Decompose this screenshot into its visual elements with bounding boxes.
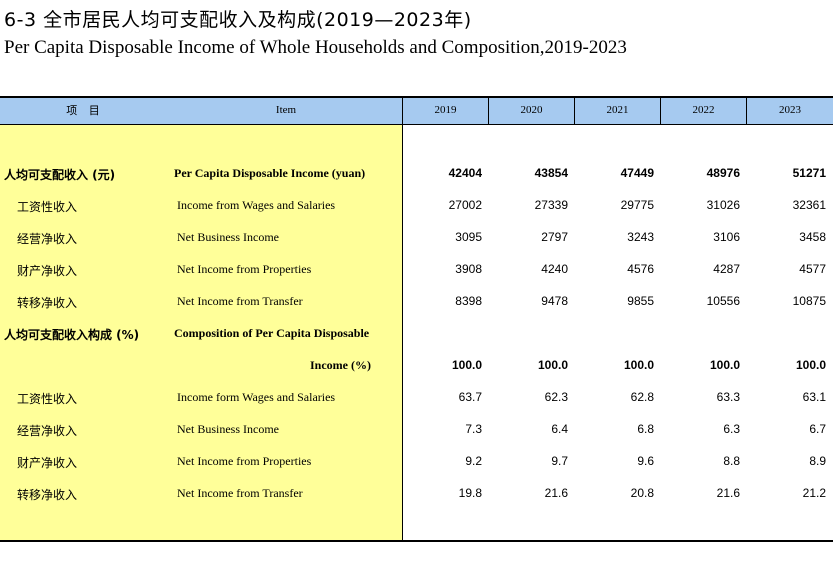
cell-value: 20.8 [630,486,654,500]
row-label-chinese: 转移净收入 [17,488,78,502]
cell-value: 27002 [448,198,482,212]
cell-value: 21.6 [716,486,740,500]
table-bottom-border [0,540,833,542]
cell-value: 7.3 [465,422,482,436]
column-divider [488,96,489,125]
cell-value: 10875 [792,294,826,308]
cell-value: 3908 [455,262,482,276]
cell-value: 4577 [799,262,826,276]
header-year: 2020 [520,104,543,116]
cell-value: 9.6 [637,454,654,468]
cell-value: 48976 [706,166,740,180]
cell-value: 62.8 [630,390,654,404]
cell-value: 6.8 [637,422,654,436]
cell-value: 8398 [455,294,482,308]
cell-value: 3095 [455,230,482,244]
cell-value: 19.8 [458,486,482,500]
row-label-english: Net Income from Transfer [177,294,303,308]
cell-value: 21.6 [544,486,568,500]
row-label-english: Income form Wages and Salaries [177,390,336,404]
cell-value: 100.0 [451,358,482,372]
cell-value: 4576 [627,262,654,276]
cell-value: 42404 [448,166,482,180]
cell-value: 100.0 [537,358,568,372]
row-label-english: Income (%) [310,358,371,372]
cell-value: 4240 [541,262,568,276]
row-label-chinese: 财产净收入 [17,456,78,470]
cell-value: 10556 [706,294,740,308]
header-item-english: Item [275,104,297,116]
cell-value: 100.0 [709,358,740,372]
row-label-chinese: 财产净收入 [17,264,78,278]
cell-value: 4287 [713,262,740,276]
row-label-english: Net Income from Properties [177,262,312,276]
header-year: 2023 [779,104,801,116]
column-divider [660,96,661,125]
header-year: 2021 [606,104,629,116]
page-title-english: Per Capita Disposable Income of Whole Ho… [4,37,627,58]
row-label-english: Composition of Per Capita Disposable [174,326,370,340]
cell-value: 43854 [534,166,568,180]
row-label-chinese: 经营净收入 [17,424,78,438]
row-label-english: Net Income from Transfer [177,486,303,500]
cell-value: 9855 [627,294,654,308]
row-label-english: Income from Wages and Salaries [177,198,336,212]
cell-value: 27339 [534,198,568,212]
row-label-chinese: 转移净收入 [17,296,78,310]
cell-value: 3106 [713,230,740,244]
cell-value: 9.2 [465,454,482,468]
cell-value: 51271 [792,166,826,180]
row-label-chinese: 工资性收入 [17,200,78,214]
cell-value: 100.0 [623,358,654,372]
row-label-chinese: 人均可支配收入构成 (%) [4,328,140,342]
header-item-chinese: 项 目 [66,104,104,117]
cell-value: 3243 [627,230,654,244]
cell-value: 63.7 [458,390,482,404]
table-header [0,96,833,125]
cell-value: 31026 [706,198,740,212]
row-label-english: Net Income from Properties [177,454,312,468]
row-label-chinese: 人均可支配收入 (元) [4,168,116,182]
row-label-chinese: 工资性收入 [17,392,78,406]
page-title-chinese: 6-3 全市居民人均可支配收入及构成(2019—2023年) [4,9,472,31]
cell-value: 6.7 [809,422,826,436]
cell-value: 29775 [620,198,654,212]
header-year: 2019 [434,104,457,116]
cell-value: 2797 [541,230,568,244]
cell-value: 47449 [620,166,654,180]
column-divider [574,96,575,125]
column-divider [746,96,747,125]
cell-value: 21.2 [802,486,826,500]
cell-value: 6.3 [723,422,740,436]
cell-value: 100.0 [795,358,826,372]
cell-value: 9478 [541,294,568,308]
cell-value: 3458 [799,230,826,244]
row-label-english: Net Business Income [177,422,279,436]
cell-value: 62.3 [544,390,568,404]
cell-value: 8.9 [809,454,826,468]
cell-value: 63.1 [802,390,826,404]
row-label-chinese: 经营净收入 [17,232,78,246]
column-divider [402,96,403,542]
cell-value: 6.4 [551,422,568,436]
cell-value: 8.8 [723,454,740,468]
header-year: 2022 [692,104,715,116]
cell-value: 9.7 [551,454,568,468]
cell-value: 32361 [792,198,826,212]
item-column-background [0,125,403,540]
row-label-english: Net Business Income [177,230,279,244]
row-label-english: Per Capita Disposable Income (yuan) [174,166,366,180]
cell-value: 63.3 [716,390,740,404]
